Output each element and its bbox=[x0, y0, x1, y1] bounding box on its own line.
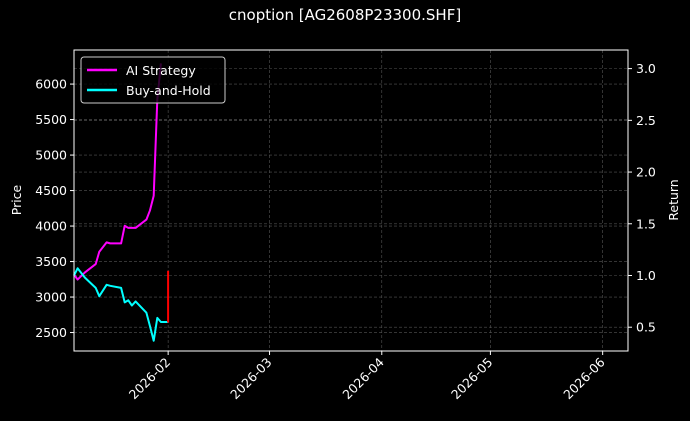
x-tick-label: 2026-04 bbox=[339, 354, 387, 402]
series-ai-strategy bbox=[73, 63, 162, 281]
right-tick-label: 1.5 bbox=[636, 216, 656, 231]
data-series bbox=[73, 63, 170, 342]
legend-label-buy-and-hold: Buy-and-Hold bbox=[126, 83, 211, 98]
x-tick-label: 2026-06 bbox=[560, 354, 608, 402]
chart-title: cnoption [AG2608P23300.SHF] bbox=[228, 6, 462, 24]
left-tick-label: 2500 bbox=[35, 325, 67, 340]
left-tick-label: 3000 bbox=[35, 290, 67, 305]
right-tick-label: 0.5 bbox=[636, 320, 656, 335]
left-tick-label: 6000 bbox=[35, 77, 67, 92]
left-tick-label: 3500 bbox=[35, 254, 67, 269]
legend-label-ai-strategy: AI Strategy bbox=[126, 63, 196, 78]
plot-frame bbox=[73, 49, 629, 352]
left-tick-label: 4000 bbox=[35, 219, 67, 234]
right-axis-label: Return bbox=[666, 179, 681, 220]
left-axis-label: Price bbox=[9, 184, 24, 215]
series-buy-and-hold bbox=[73, 267, 169, 342]
right-tick-label: 3.0 bbox=[636, 61, 656, 76]
x-tick-label: 2026-03 bbox=[227, 355, 275, 403]
legend: AI Strategy Buy-and-Hold bbox=[80, 56, 226, 104]
x-axis-ticks: 2026-02 2026-03 2026-04 2026-05 2026-06 bbox=[126, 351, 608, 402]
right-tick-label: 2.5 bbox=[636, 113, 656, 128]
x-tick-label: 2026-05 bbox=[448, 355, 496, 403]
left-axis-ticks: 2500 3000 3500 4000 4500 5000 5500 6000 bbox=[35, 77, 74, 340]
right-tick-label: 2.0 bbox=[636, 165, 656, 180]
right-axis-ticks: 0.5 1.0 1.5 2.0 2.5 3.0 bbox=[628, 61, 656, 335]
grid-lines bbox=[74, 50, 628, 351]
x-tick-label: 2026-02 bbox=[126, 355, 174, 403]
left-tick-label: 4500 bbox=[35, 183, 67, 198]
left-tick-label: 5000 bbox=[35, 148, 67, 163]
left-tick-label: 5500 bbox=[35, 112, 67, 127]
legend-box bbox=[80, 56, 226, 104]
right-tick-label: 1.0 bbox=[636, 268, 656, 283]
